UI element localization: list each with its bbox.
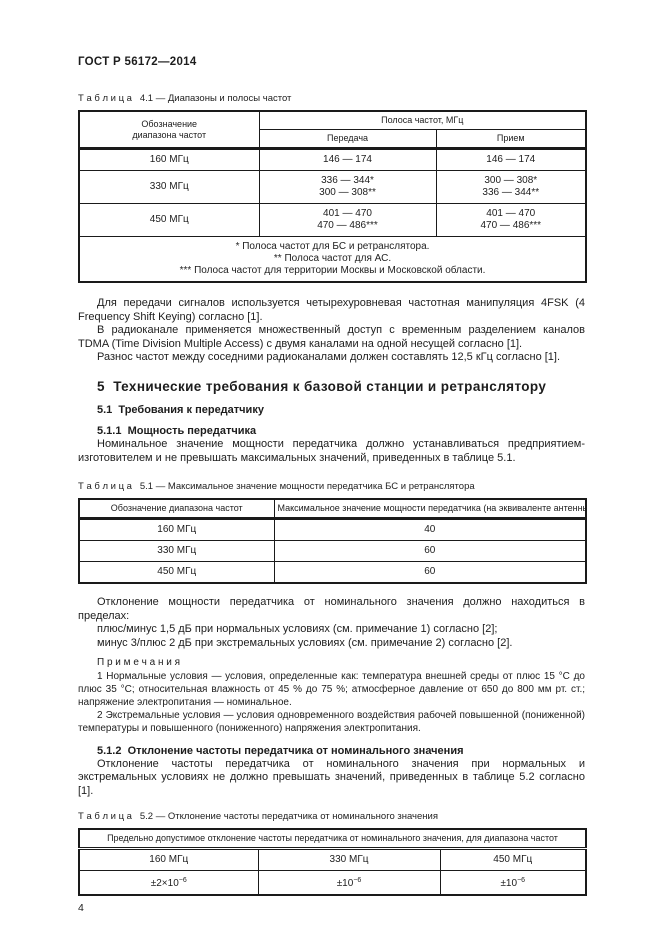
table51-row-450: 450 МГц 60 (78, 561, 587, 584)
frequency-deviation-table: Предельно допустимое отклонение частоты … (78, 828, 587, 897)
table41-header-tx: Передача (258, 129, 437, 149)
band-cell: 450 МГц (439, 847, 587, 872)
paragraph-tdma: В радиоканале применяется множественный … (78, 324, 585, 350)
band-cell: 160 МГц (78, 517, 275, 542)
deviation-cell: ±10−6 (439, 870, 587, 896)
section-5-title: 5 Технические требования к базовой станц… (97, 378, 547, 394)
tx-cell: 401 — 470 470 — 486*** (258, 203, 437, 237)
table51-header-band: Обозначение диапазона частот (78, 498, 275, 520)
footnote-line: *** Полоса частот для территории Москвы … (179, 265, 486, 276)
band-cell: 330 МГц (78, 540, 275, 563)
deviation-exponent: −6 (178, 877, 187, 885)
table51-header-row: Обозначение диапазона частот Максимально… (78, 498, 587, 520)
section-5-1-2-title: 5.1.2 Отклонение частоты передатчика от … (97, 744, 464, 757)
footnote-line: * Полоса частот для БС и ретранслятора. (235, 241, 430, 252)
tx-cell: 146 — 174 (258, 147, 437, 171)
deviation-base: ±10 (336, 878, 354, 890)
tx-cell: 336 — 344* 300 — 308** (258, 170, 437, 204)
table41-row-330: 330 МГц 336 — 344* 300 — 308** 300 — 308… (78, 170, 587, 204)
deviation-cell: ±2×10−6 (78, 870, 259, 896)
section-5-1-1-title: 5.1.1 Мощность передатчика (97, 424, 257, 437)
table41-header-row-1: Обозначение диапазона частот Полоса част… (78, 110, 587, 149)
table52-caption: Т а б л и ц а 5.2 — Отклонение частоты п… (78, 811, 438, 823)
table52-header-row: Предельно допустимое отклонение частоты … (78, 828, 587, 850)
notes-title: П р и м е ч а н и я (97, 656, 181, 668)
paragraph-channel-spacing: Разнос частот между соседними радиоканал… (97, 351, 561, 364)
paragraph-power-nominal: Номинальное значение мощности передатчик… (78, 437, 585, 464)
rx-cell: 401 — 470 470 — 486*** (435, 203, 587, 237)
deviation-cell: ±10−6 (257, 870, 441, 896)
paragraph-4fsk: Для передачи сигналов используется четыр… (78, 297, 585, 323)
table41-header-rx: Прием (435, 129, 587, 149)
page-number: 4 (78, 902, 84, 915)
section-5-1-title: 5.1 Требования к передатчику (97, 403, 264, 416)
band-cell: 450 МГц (78, 203, 260, 237)
deviation-base: ±2×10 (150, 878, 179, 890)
table41-header-band: Обозначение диапазона частот (78, 110, 260, 149)
band-cell: 330 МГц (257, 847, 441, 872)
deviation-exponent: −6 (353, 877, 362, 885)
note-extreme-conditions: 2 Экстремальные условия — условия одновр… (78, 710, 585, 735)
table41-row-450: 450 МГц 401 — 470 470 — 486*** 401 — 470… (78, 203, 587, 237)
paragraph-power-deviation-intro: Отклонение мощности передатчика от номин… (78, 596, 585, 622)
deviation-exponent: −6 (517, 877, 526, 885)
band-cell: 330 МГц (78, 170, 260, 204)
table51-caption: Т а б л и ц а 5.1 — Максимальное значени… (78, 481, 475, 493)
power-cell: 40 (273, 517, 587, 542)
table51-row-160: 160 МГц 40 (78, 517, 587, 542)
doc-number: ГОСТ Р 56172—2014 (78, 56, 197, 68)
table52-values-row: ±2×10−6 ±10−6 ±10−6 (78, 870, 587, 896)
footnote-line: ** Полоса частот для АС. (273, 253, 392, 264)
paragraph-frequency-deviation: Отклонение частоты передатчика от номина… (78, 757, 585, 797)
power-cell: 60 (273, 561, 587, 584)
note-normal-conditions: 1 Нормальные условия — условия, определе… (78, 670, 585, 708)
table51-row-330: 330 МГц 60 (78, 540, 587, 563)
rx-cell: 300 — 308* 336 — 344** (435, 170, 587, 204)
deviation-base: ±10 (500, 878, 518, 890)
table52-bands-row: 160 МГц 330 МГц 450 МГц (78, 847, 587, 872)
table41-caption: Т а б л и ц а 4.1 — Диапазоны и полосы ч… (78, 93, 292, 104)
paragraph-power-deviation-normal: плюс/минус 1,5 дБ при нормальных условия… (97, 623, 498, 636)
table41-header-row-2: Передача Прием (79, 129, 587, 149)
paragraph-power-deviation-extreme: минус 3/плюс 2 дБ при экстремальных усло… (97, 636, 513, 649)
band-cell: 160 МГц (78, 847, 259, 872)
table51-header-power: Максимальное значение мощности передатчи… (273, 498, 587, 520)
table41-header-group: Полоса частот, МГц (258, 110, 587, 130)
rx-cell: 146 — 174 (435, 147, 587, 171)
frequency-bands-table: Обозначение диапазона частот Полоса част… (78, 110, 588, 283)
table52-header-group: Предельно допустимое отклонение частоты … (78, 828, 587, 850)
table41-row-160: 160 МГц 146 — 174 146 — 174 (78, 147, 587, 171)
table41-footnotes-row: * Полоса частот для БС и ретранслятора. … (78, 236, 587, 283)
band-cell: 160 МГц (78, 147, 260, 171)
band-cell: 450 МГц (78, 561, 275, 584)
table41-footnotes-cell: * Полоса частот для БС и ретранслятора. … (78, 236, 587, 283)
max-power-table: Обозначение диапазона частот Максимально… (78, 498, 587, 585)
power-cell: 60 (273, 540, 587, 563)
